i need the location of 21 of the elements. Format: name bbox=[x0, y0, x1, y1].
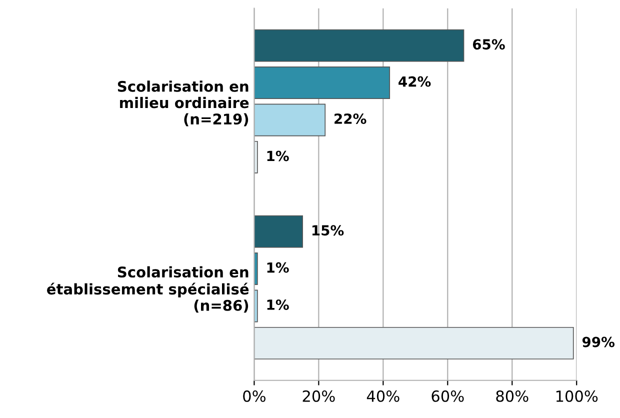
x-tick-label: 20% bbox=[302, 390, 335, 402]
y-tick-label: Scolarisation en milieu ordinaire (n=219) bbox=[118, 80, 249, 126]
x-tick-label: 100% bbox=[556, 390, 598, 402]
data-label: 22% bbox=[334, 113, 366, 124]
data-label: 1% bbox=[267, 262, 289, 273]
data-label: 1% bbox=[267, 300, 289, 310]
bar bbox=[254, 215, 303, 248]
x-tick-label: 80% bbox=[496, 390, 528, 402]
data-label: 15% bbox=[312, 225, 344, 236]
x-tick-label: 0% bbox=[243, 390, 266, 402]
x-tick-label: 40% bbox=[366, 390, 400, 402]
bar bbox=[254, 104, 326, 136]
data-label: 65% bbox=[472, 39, 505, 50]
bar bbox=[254, 66, 390, 99]
y-tick-label: Scolarisation en établissement spécialisé (n=86) bbox=[46, 266, 249, 313]
data-label: 42% bbox=[398, 76, 431, 87]
data-label: 99% bbox=[582, 336, 615, 348]
bar bbox=[254, 326, 574, 360]
x-tick-label: 60% bbox=[432, 390, 464, 402]
bar bbox=[254, 29, 464, 62]
data-label: 1% bbox=[267, 150, 289, 162]
